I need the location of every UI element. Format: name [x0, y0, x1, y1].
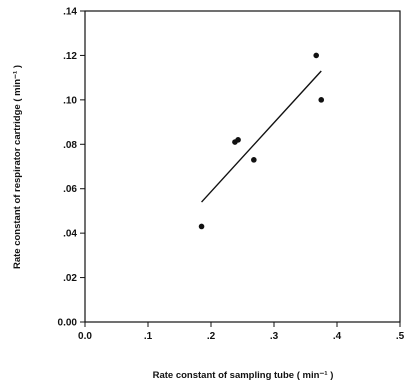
x-tick-label: .1: [144, 331, 153, 342]
x-axis-title: Rate constant of sampling tube ( min⁻¹ ): [153, 370, 334, 381]
y-axis-title: Rate constant of respirator cartridge ( …: [12, 65, 23, 269]
y-tick-label: .10: [63, 95, 77, 106]
data-point: [251, 157, 257, 163]
data-point: [235, 137, 241, 143]
plot-area: 0.0 .1 .2 .3 .4 .5 0.00 .02 .04 .06 .08 .10 .12 .14: [58, 7, 404, 343]
y-tick-label: .04: [63, 229, 77, 240]
plot-frame: [84, 10, 401, 323]
data-point: [198, 223, 205, 230]
data-point: [318, 97, 325, 103]
y-tick-label: .12: [63, 51, 77, 62]
x-tick-label: .5: [396, 331, 404, 342]
y-tick-label: .06: [63, 184, 77, 195]
y-tick-label: 0.00: [58, 318, 78, 329]
y-tick-label: .02: [63, 273, 77, 284]
x-tick-label: 0.0: [78, 331, 92, 342]
x-tick-label: .3: [270, 331, 279, 342]
y-tick-label: .14: [63, 7, 77, 18]
x-tick-label: .2: [207, 331, 216, 342]
fit-line: [201, 70, 322, 203]
data-point: [313, 52, 320, 59]
x-tick-label: .4: [333, 331, 342, 342]
y-tick-label: .08: [63, 140, 77, 151]
